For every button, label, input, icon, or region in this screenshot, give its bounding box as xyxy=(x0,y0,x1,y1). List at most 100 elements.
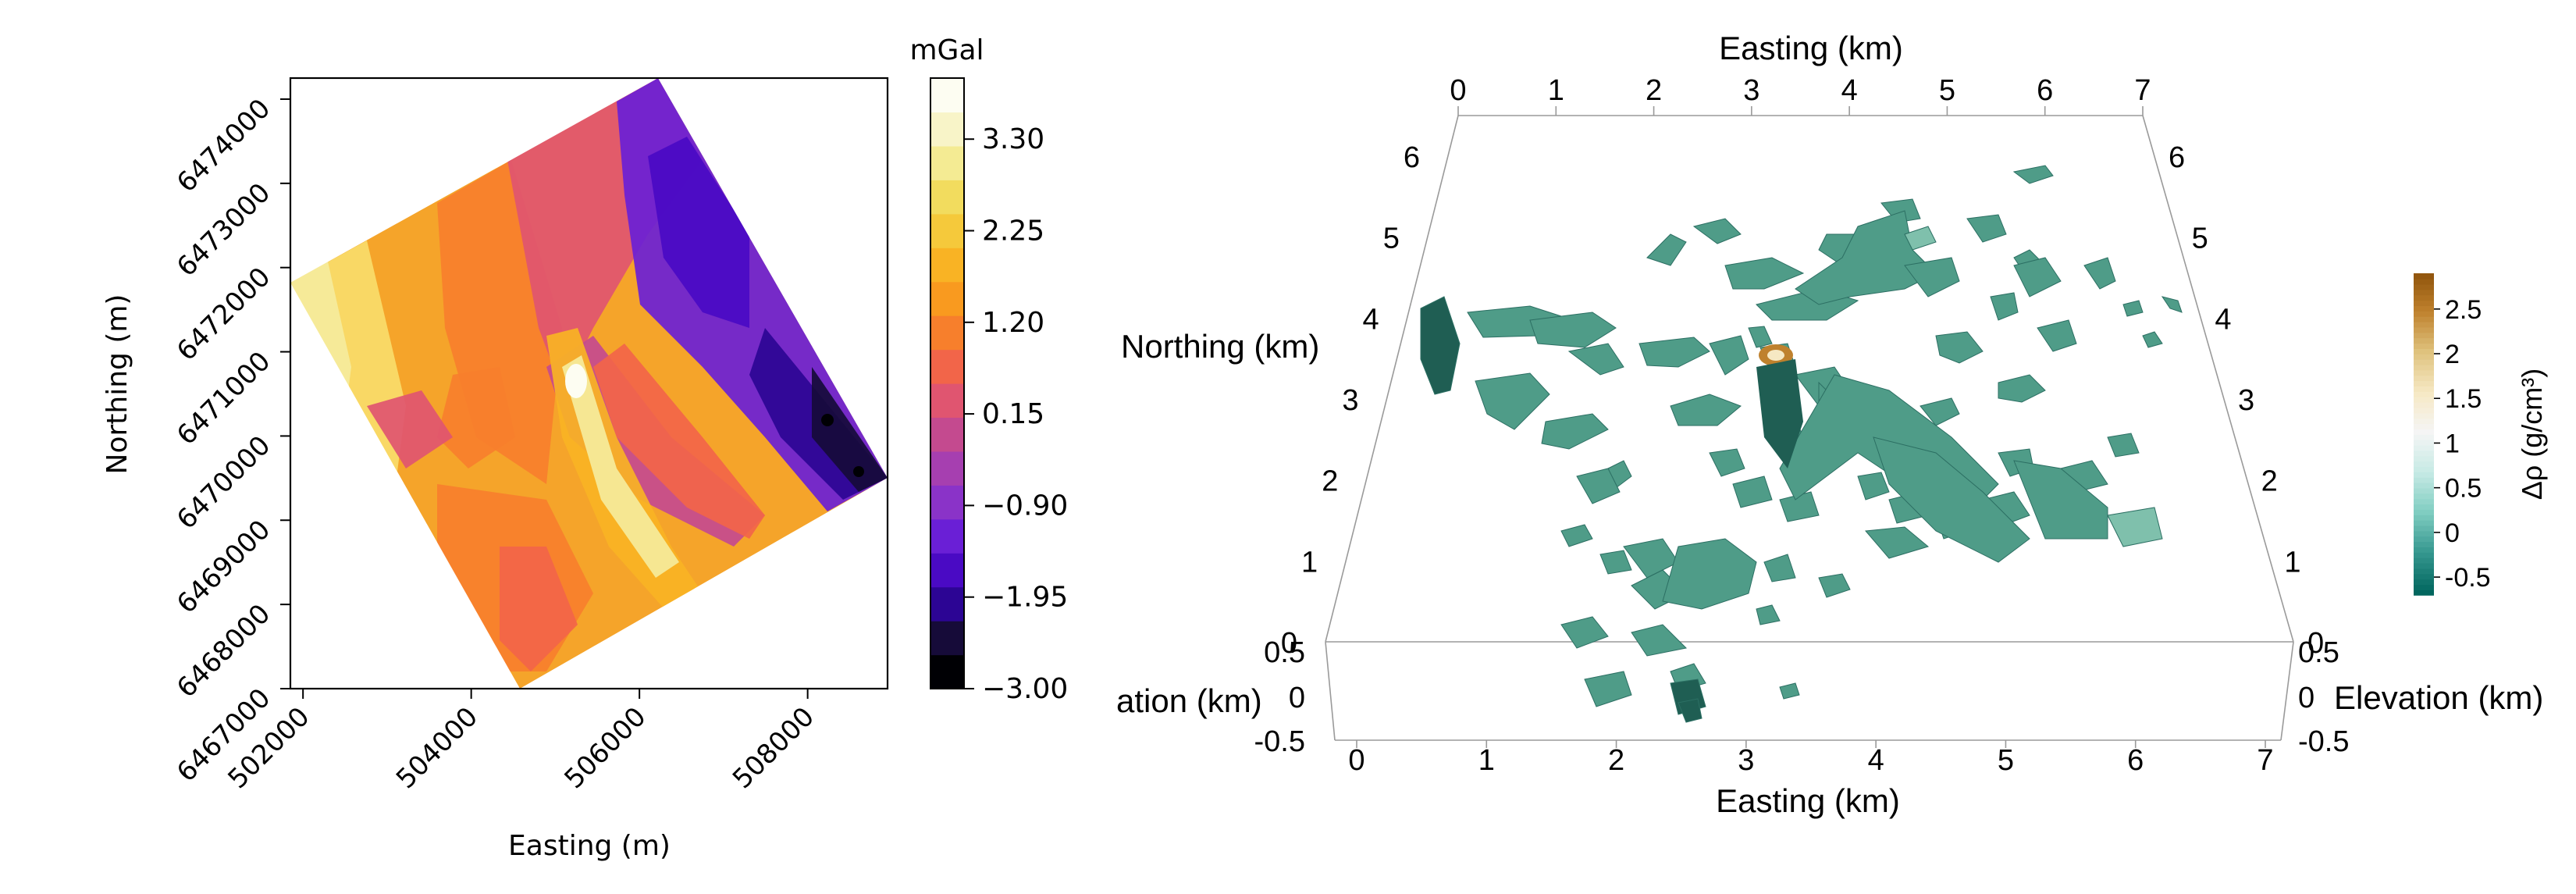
map-y-axis-label: Northing (m) xyxy=(101,294,133,475)
cube-tick-label: 2 xyxy=(1646,74,1662,107)
density-colorbar-band xyxy=(2414,343,2434,349)
density-colorbar-band xyxy=(2414,396,2434,403)
density-colorbar-band xyxy=(2414,589,2434,596)
gravity-colorbar-band xyxy=(930,248,964,283)
density-colorbar-band xyxy=(2414,429,2434,435)
cube-tick-label: 1 xyxy=(1548,74,1564,107)
cube-tick-label: 0 xyxy=(2298,682,2314,714)
density-isosurface-body xyxy=(1576,468,1621,504)
gravity-colorbar-band xyxy=(930,315,964,351)
density-isosurface-body xyxy=(2012,165,2054,184)
density-isosurface-body xyxy=(1795,210,1937,305)
density-colorbar-band xyxy=(2414,530,2434,537)
gravity-colorbar-band xyxy=(930,145,964,180)
density-isosurface-body xyxy=(1904,257,1960,297)
density-isosurface-body xyxy=(1920,397,1960,426)
density-colorbar-band xyxy=(2414,525,2434,532)
cube-tick-label: 6 xyxy=(2169,141,2185,174)
gravity-map-frame xyxy=(289,77,889,690)
density-colorbar-band xyxy=(2414,461,2434,467)
density-colorbar-tick-label: -0.5 xyxy=(2445,563,2491,593)
density-colorbar-band xyxy=(2414,401,2434,408)
density-colorbar-tick-label: 1 xyxy=(2445,429,2460,458)
density-isosurface-body xyxy=(1567,343,1624,376)
density-colorbar-band xyxy=(2414,364,2434,371)
density-isosurface-body xyxy=(2013,460,2108,540)
gravity-colorbar-band xyxy=(930,586,964,622)
density-isosurface-body xyxy=(1623,538,1679,579)
cube-tick-label: -0.5 xyxy=(2298,725,2349,758)
density-isosurface-body xyxy=(1638,337,1710,368)
density-isosurface-body xyxy=(1724,257,1805,290)
density-isosurface-body xyxy=(1756,604,1781,625)
density-bodies xyxy=(1420,165,2183,723)
density-colorbar-tick-label: 0 xyxy=(2445,518,2460,548)
density-colorbar-band xyxy=(2414,300,2434,306)
outside-survey xyxy=(290,78,658,283)
density-isosurfaces xyxy=(1420,165,2183,723)
gravity-colorbar-band xyxy=(930,383,964,419)
gravity-low-point xyxy=(853,466,864,477)
gravity-colorbar-band xyxy=(930,417,964,452)
gravity-anomaly-band xyxy=(437,367,515,468)
density-colorbar-tick-label: 2.5 xyxy=(2445,295,2482,325)
density-isosurface-body xyxy=(2013,257,2062,297)
density-colorbar-band xyxy=(2414,444,2434,451)
outside-survey xyxy=(520,478,888,689)
gravity-anomaly-band xyxy=(562,355,679,578)
cube-tick-label: 6 xyxy=(2127,744,2144,777)
map-x-tick-label: 504000 xyxy=(390,701,484,795)
density-isosurface-body xyxy=(1560,524,1593,547)
gravity-colorbar-band xyxy=(930,518,964,554)
cube-tick-label: 0 xyxy=(1348,744,1364,777)
density-colorbar-band xyxy=(2414,358,2434,365)
density-isosurface-body xyxy=(2161,296,2183,313)
gravity-anomaly-fill xyxy=(290,78,888,689)
density-isosurface-body xyxy=(1966,214,2007,243)
cube-tick-label: 4 xyxy=(2215,303,2231,336)
density-colorbar-tick-label: 1.5 xyxy=(2445,384,2482,414)
gravity-colorbar-tick-label: 0.15 xyxy=(982,398,1044,430)
gravity-colorbar-band xyxy=(930,112,964,147)
gravity-colorbar-band xyxy=(930,281,964,316)
density-colorbar-tick-label: 0.5 xyxy=(2445,474,2482,504)
density-colorbar-band xyxy=(2414,332,2434,339)
density-colorbar-band xyxy=(2414,278,2434,285)
cube-tick-label: -0.5 xyxy=(1254,725,1305,758)
density-isosurface-body xyxy=(1529,312,1617,348)
density-colorbar-band xyxy=(2414,380,2434,386)
density-colorbar-band xyxy=(2414,386,2434,392)
density-colorbar-band xyxy=(2414,455,2434,462)
density-isosurface-body xyxy=(1670,394,1742,426)
density-colorbar-band xyxy=(2414,326,2434,333)
density-isosurface-body xyxy=(1873,436,2030,563)
density-colorbar-band xyxy=(2414,418,2434,425)
density-colorbar-band xyxy=(2414,579,2434,586)
density-isosurface-body xyxy=(1692,218,1742,244)
density-colorbar-band xyxy=(2414,305,2434,312)
right-elevation-axis-label: Elevation (km) xyxy=(2334,679,2543,716)
density-colorbar-band xyxy=(2414,557,2434,564)
cube-tick-label: 1 xyxy=(1478,744,1495,777)
density-colorbar-band xyxy=(2414,434,2434,440)
density-colorbar-band xyxy=(2414,450,2434,457)
density-colorbar-band xyxy=(2414,375,2434,382)
density-isosurface-body xyxy=(1990,292,2019,321)
gravity-colorbar-tick-label: −0.90 xyxy=(982,490,1068,522)
gravity-colorbar-band xyxy=(930,621,964,656)
density-colorbar-band xyxy=(2414,321,2434,328)
density-isosurface-body xyxy=(1763,554,1796,582)
density-isosurface-body xyxy=(2122,300,2144,317)
density-isosurface-body xyxy=(1475,372,1550,430)
density-isosurface-body xyxy=(1904,226,1937,251)
density-colorbar-band xyxy=(2414,515,2434,521)
density-isosurface-body xyxy=(1732,475,1773,508)
gravity-low-point xyxy=(821,414,834,426)
gravity-colorbar-band xyxy=(930,485,964,520)
density-colorbar-band xyxy=(2414,504,2434,510)
density-colorbar-band xyxy=(2414,439,2434,446)
density-isosurface-body xyxy=(1709,335,1749,376)
cube-tick-label: 0.5 xyxy=(2298,636,2339,669)
